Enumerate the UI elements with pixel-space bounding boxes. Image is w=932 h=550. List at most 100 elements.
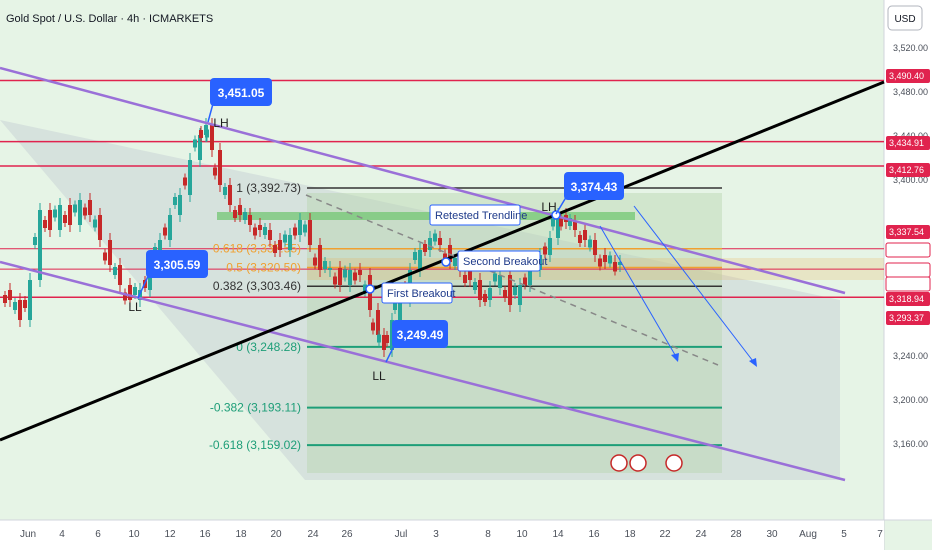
price-tick-label: 3,160.00: [893, 439, 928, 449]
candle-body: [353, 272, 357, 281]
candle-body: [58, 205, 62, 230]
price-tick-label: 3,520.00: [893, 43, 928, 53]
time-tick-label: 3: [433, 529, 439, 540]
candle-body: [371, 322, 375, 331]
price-callout-box: [146, 250, 208, 278]
candle-body: [23, 300, 27, 308]
candle-body: [413, 252, 417, 260]
currency-button[interactable]: USD: [887, 5, 923, 31]
price-badge: [885, 276, 931, 292]
projection-arrow-1: [599, 225, 679, 362]
price-badge-label: 03:29:47: [889, 279, 924, 289]
us-flag-icon-2[interactable]: [629, 454, 647, 472]
candle-body: [333, 276, 337, 285]
candle-body: [33, 237, 37, 245]
time-tick-label: Aug: [799, 529, 817, 540]
time-tick-label: 14: [552, 529, 564, 540]
candle-body: [376, 310, 380, 335]
price-badge: [886, 136, 930, 150]
us-event-flag-icon[interactable]: [610, 454, 683, 472]
time-tick-label: 18: [624, 529, 636, 540]
candle-body: [473, 282, 477, 290]
price-callouts: 3,451.05 3,305.59 3,249.49 3,374.43: [137, 78, 624, 363]
candle-body: [358, 270, 362, 275]
candle-body: [438, 238, 442, 245]
candle-body: [598, 258, 602, 267]
candle-body: [468, 270, 472, 280]
time-tick-label: 26: [341, 529, 353, 540]
candle-body: [593, 240, 597, 255]
candle-body: [103, 252, 107, 261]
candle-body: [559, 218, 563, 227]
candle-body: [118, 265, 122, 285]
candle-body: [498, 275, 502, 288]
candle-body: [73, 204, 77, 213]
projection-arrow-2-head: [749, 358, 757, 367]
channel-lower-line[interactable]: [0, 260, 846, 482]
time-tick-label: 30: [766, 529, 778, 540]
candle-body: [273, 245, 277, 253]
candle-body: [568, 218, 572, 226]
us-flag-icon-3[interactable]: [665, 454, 683, 472]
candle-body: [148, 270, 152, 290]
dashed-projection-line: [305, 194, 719, 366]
price-callout-pointer: [207, 99, 215, 123]
fib-level-label: 0.5 (3,320.50): [226, 260, 301, 274]
candle-body: [243, 212, 247, 220]
time-tick-label: 10: [516, 529, 528, 540]
price-badge-label: 3,490.40: [889, 71, 924, 81]
candle-body: [343, 269, 347, 278]
price-badge-label: 3,329.77: [889, 265, 924, 275]
candle-body: [98, 215, 102, 240]
price-badge-label: 3,337.54: [889, 227, 924, 237]
candle-body: [278, 240, 282, 250]
candle-body: [223, 187, 227, 195]
candle-body: [382, 335, 386, 350]
price-callout-box: [210, 78, 272, 106]
candle-body: [523, 277, 527, 286]
candle-body: [288, 235, 292, 250]
annotation-note-box: [457, 250, 541, 272]
price-badge-label: 3,434.91: [889, 138, 924, 148]
candle-body: [603, 255, 607, 262]
currency-button-frame: [887, 5, 923, 31]
channel-upper-line[interactable]: [0, 66, 846, 295]
candle-body: [163, 227, 167, 236]
time-tick-label: 18: [235, 529, 247, 540]
price-callout-pointer: [555, 193, 569, 215]
currency-button-label: USD: [894, 14, 915, 25]
candle-body: [377, 334, 381, 343]
candle-body: [173, 197, 177, 205]
candle-body: [398, 300, 402, 320]
candle-body: [228, 185, 232, 205]
candle-body: [518, 285, 522, 305]
candle-body: [578, 235, 582, 243]
price-callout-label: 3,249.49: [397, 328, 444, 342]
candle-body: [303, 224, 307, 233]
candle-body: [513, 287, 517, 295]
time-tick-labels: Jun 4 6 10 12 16 18 20 24 26 Jul 3 8 10 14 16 18 22 24 28 30…: [20, 529, 883, 540]
candle-body: [133, 287, 137, 295]
us-flag-icon-1[interactable]: [610, 454, 628, 472]
price-scale-panel[interactable]: [884, 0, 932, 520]
candle-body: [463, 275, 467, 283]
candle-body: [318, 245, 322, 270]
annotation-note-text: Second Breakout: [463, 256, 547, 268]
candle-body: [478, 280, 482, 300]
price-tick-label: 3,200.00: [893, 395, 928, 405]
candle-series: [3, 118, 622, 357]
time-axis-panel[interactable]: [0, 520, 884, 550]
time-tick-label: 24: [695, 529, 707, 540]
structure-label: LL: [372, 369, 386, 383]
candle-body: [205, 129, 209, 138]
price-tick-label: 3,480.00: [893, 87, 928, 97]
candle-body: [128, 285, 132, 300]
price-badge-label: 3,293.37: [889, 313, 924, 323]
candle-body: [68, 205, 72, 225]
candle-body: [83, 207, 87, 216]
candle-body: [608, 255, 612, 264]
price-callout-label: 3,305.59: [154, 258, 201, 272]
candle-body: [53, 209, 57, 218]
